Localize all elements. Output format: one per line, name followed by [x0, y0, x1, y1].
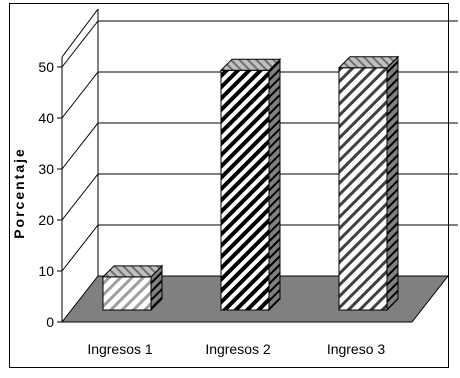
bar-front	[338, 67, 388, 311]
category-label: Ingreso 3	[327, 341, 386, 357]
bar-front	[220, 69, 270, 311]
bar-side	[268, 58, 281, 312]
category-labels: Ingresos 1 Ingresos 2 Ingreso 3	[87, 341, 385, 357]
bar-1	[101, 264, 164, 312]
y-tick-label: 50	[38, 59, 54, 75]
bars	[101, 55, 400, 312]
bar-side	[386, 55, 399, 312]
bar-3	[337, 55, 400, 312]
y-ticks: 0 10 20 30 40 50	[38, 59, 62, 330]
axes	[61, 8, 99, 322]
category-label: Ingresos 2	[205, 341, 271, 357]
bar-top	[219, 58, 282, 71]
y-tick-label: 0	[46, 314, 54, 330]
y-tick-label: 20	[38, 212, 54, 228]
bar-top	[337, 56, 400, 69]
wall-top-edge	[61, 8, 99, 58]
bar-top	[101, 265, 164, 278]
category-label: Ingresos 1	[87, 341, 153, 357]
y-tick-label: 30	[38, 161, 54, 177]
y-axis-label: Porcentaje	[11, 147, 27, 239]
y-tick-label: 40	[38, 110, 54, 126]
bar-front	[102, 276, 152, 311]
bar-2	[219, 58, 282, 312]
y-tick-label: 10	[38, 263, 54, 279]
